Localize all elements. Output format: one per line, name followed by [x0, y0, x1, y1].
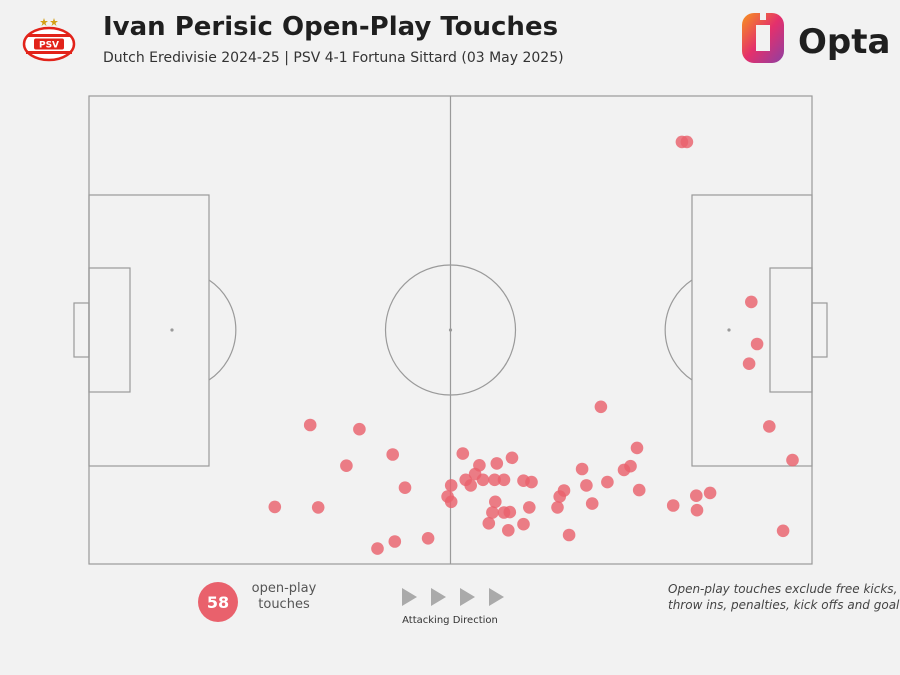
touch-count-badge: 58	[198, 582, 238, 622]
right-penalty-arc	[664, 279, 693, 381]
right-six-yard-box	[769, 267, 813, 393]
footnote-line-1: Open-play touches exclude free kicks,	[668, 582, 898, 596]
count-label-line-2: touches	[258, 597, 310, 612]
touch-point	[353, 422, 366, 436]
touch-point	[617, 463, 631, 477]
touch-point	[776, 524, 790, 538]
touch-point	[490, 457, 504, 470]
touch-point	[303, 418, 317, 432]
left-penalty-area	[88, 194, 210, 467]
touch-point	[585, 497, 599, 510]
touch-point	[398, 481, 412, 495]
touch-point	[371, 542, 384, 555]
touch-count-label: open-play touches	[242, 581, 326, 613]
arrow-right-icon	[402, 588, 417, 606]
opta-brand: Opta	[740, 10, 890, 68]
attacking-direction-label: Attacking Direction	[402, 615, 498, 626]
touch-point	[594, 400, 608, 414]
touch-point	[488, 473, 501, 487]
opta-logo-icon	[742, 10, 784, 63]
touch-point	[580, 479, 593, 492]
touch-point	[421, 532, 435, 545]
touch-point	[503, 505, 517, 519]
touch-point	[517, 474, 530, 488]
left-penalty-spot	[170, 328, 174, 332]
touch-point	[632, 483, 646, 497]
header: PSV Ivan Perisic Open-Play Touches Dutch…	[0, 0, 900, 80]
opta-wordmark: Opta	[798, 22, 891, 62]
touch-point	[456, 447, 470, 460]
arrow-right-icon	[489, 588, 504, 606]
count-label-line-1: open-play	[251, 581, 317, 596]
psv-logo-icon: PSV	[22, 18, 76, 62]
footnote-line-2: throw ins, penalties, kick offs and goal	[668, 598, 900, 612]
touch-point	[311, 501, 325, 514]
touch-point	[601, 475, 614, 489]
left-goal	[73, 302, 90, 358]
left-penalty-arc	[208, 279, 237, 381]
touch-point	[690, 503, 704, 517]
touch-point	[553, 490, 566, 503]
touch-point	[482, 517, 496, 530]
touch-point	[562, 528, 576, 542]
touch-point	[742, 357, 756, 371]
touch-point	[666, 499, 680, 512]
chart-title: Ivan Perisic Open-Play Touches	[103, 12, 559, 42]
touch-point	[459, 473, 473, 487]
footnote: Open-play touches exclude free kicks, th…	[668, 581, 900, 613]
svg-text:PSV: PSV	[39, 41, 59, 51]
arrow-right-icon	[460, 588, 475, 606]
touch-point	[268, 500, 282, 514]
attacking-direction-arrows	[402, 588, 512, 608]
touch-point	[517, 517, 530, 531]
touch-point	[763, 420, 776, 433]
touch-point	[502, 524, 515, 537]
club-badge: PSV	[22, 16, 76, 62]
touch-point	[505, 451, 519, 465]
touch-point	[340, 459, 353, 473]
touch-point	[630, 441, 644, 455]
centre-spot	[448, 328, 453, 332]
touch-point	[476, 473, 490, 487]
touch-point	[750, 337, 764, 351]
touch-point	[690, 489, 703, 503]
touch-point	[489, 495, 502, 509]
touch-point	[523, 501, 536, 514]
touch-point	[745, 295, 758, 309]
touch-points	[268, 135, 799, 555]
touch-point	[497, 473, 511, 487]
right-penalty-spot	[727, 328, 731, 332]
chart-subtitle: Dutch Eredivisie 2024-25 | PSV 4-1 Fortu…	[103, 50, 564, 66]
touch-point	[386, 448, 400, 461]
touch-point	[786, 453, 799, 467]
touch-point	[486, 506, 499, 519]
arrow-right-icon	[431, 588, 446, 606]
touch-point	[444, 479, 458, 492]
touch-point	[680, 135, 694, 149]
left-six-yard-box	[88, 267, 131, 393]
right-goal	[811, 302, 828, 358]
touch-point	[703, 486, 717, 500]
touch-point	[551, 501, 564, 514]
centre-circle	[384, 264, 517, 396]
touch-point	[575, 462, 589, 476]
touch-point	[388, 535, 402, 548]
right-penalty-area	[691, 194, 813, 467]
touch-point	[444, 495, 458, 509]
